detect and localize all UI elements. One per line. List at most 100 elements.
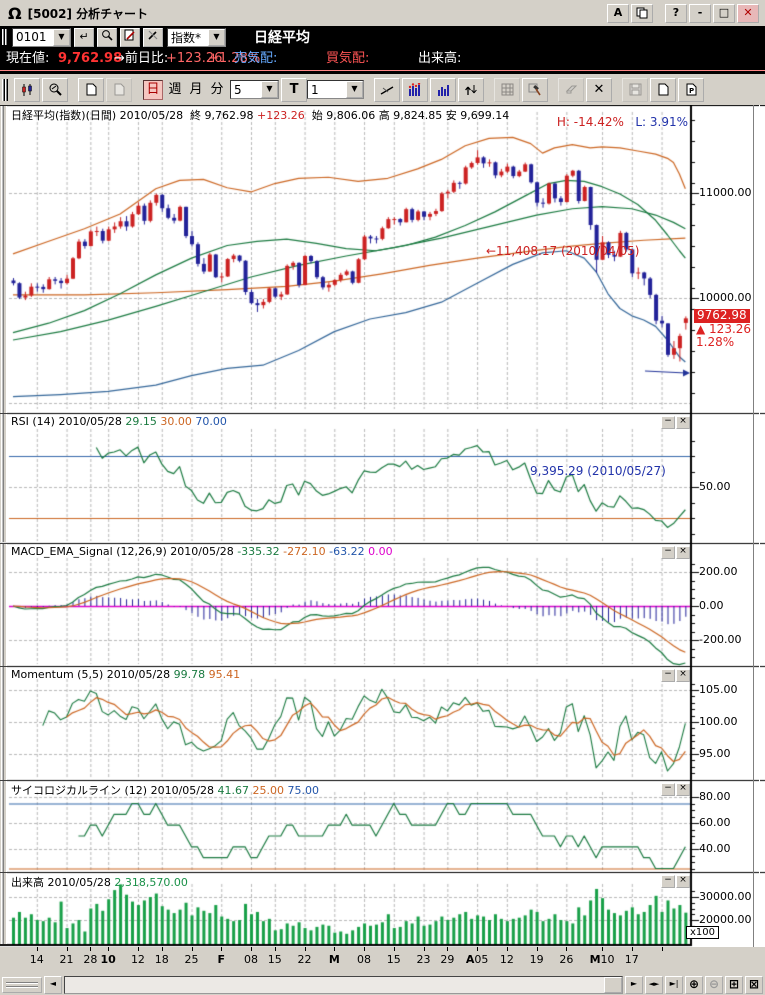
grid-toggle-button[interactable]: ⊞ — [725, 976, 743, 994]
scrollbar-track[interactable] — [64, 976, 623, 994]
x-axis-label: M — [328, 953, 340, 966]
minimize-button[interactable]: - — [689, 3, 711, 23]
x-axis-label: 15 — [386, 953, 401, 966]
panel-minimize-button[interactable]: − — [661, 875, 675, 888]
period-monthly-button[interactable]: 月 — [189, 81, 203, 97]
x-axis-tick — [191, 947, 193, 951]
save-layout-button[interactable] — [622, 77, 648, 102]
close-panel-button[interactable]: ⊠ — [745, 976, 763, 994]
trendline-icon — [380, 85, 394, 95]
bars-red-blue-icon — [408, 82, 421, 96]
panel-grip[interactable] — [0, 873, 7, 944]
y-axis-label: 105.00 — [699, 683, 738, 696]
grid-button[interactable] — [494, 77, 520, 102]
header-segment: 41.67 — [217, 784, 253, 797]
copy-window-button[interactable] — [631, 3, 653, 23]
zoom-in-button[interactable]: ⊕ — [685, 976, 703, 994]
symbol-code-input[interactable]: 0101 — [16, 30, 47, 44]
chevron-down-icon[interactable]: ▼ — [208, 28, 225, 46]
grid-icon — [501, 83, 513, 96]
edit-button[interactable] — [120, 27, 140, 47]
category-combo[interactable]: 指数* ▼ — [167, 27, 226, 47]
x-axis-tick — [334, 947, 336, 951]
volume-label: 出来高: — [418, 51, 462, 66]
bars-combo[interactable]: 1 ▼ — [307, 80, 364, 99]
x-axis-tick — [137, 947, 139, 951]
panel-minimize-button[interactable]: − — [661, 783, 675, 796]
search-button[interactable] — [97, 27, 117, 47]
x-axis-tick — [477, 947, 479, 951]
pan-mode-button[interactable]: ◄► — [645, 976, 663, 994]
right-splitter[interactable] — [753, 105, 760, 947]
maximize-button[interactable]: □ — [713, 3, 735, 23]
panel-grip[interactable] — [0, 106, 7, 413]
period-weekly-button[interactable]: 週 — [168, 81, 182, 97]
panel-grip[interactable] — [0, 781, 7, 872]
pencil-slash-icon — [148, 30, 158, 40]
scroll-left-button[interactable]: ◄ — [44, 976, 62, 994]
scroll-right-button[interactable]: ► — [625, 976, 643, 994]
panel-close-button[interactable]: × — [676, 783, 690, 796]
x-axis-tick — [36, 947, 38, 951]
title-bar[interactable]: Ω [5002] 分析チャート A ? - □ ✕ — [0, 0, 765, 27]
go-to-end-button[interactable]: ►| — [665, 976, 683, 994]
horizontal-scrollbar: ◄ ► ◄► ►| ⊕ ⊖ ⊞ ⊠ — [0, 975, 765, 995]
panel-close-button[interactable]: × — [676, 416, 690, 429]
scrollbar-thumb[interactable] — [604, 977, 622, 993]
window-title: [5002] 分析チャート — [27, 6, 149, 21]
eraser-button[interactable] — [558, 77, 584, 102]
trendline-button[interactable] — [374, 77, 400, 102]
load-page-button[interactable] — [650, 77, 676, 102]
period-minute-button[interactable]: 分 — [210, 81, 224, 97]
enter-button[interactable]: ↵ — [74, 27, 94, 47]
panel-close-button[interactable]: × — [676, 669, 690, 682]
panel-close-button[interactable]: × — [676, 546, 690, 559]
x-axis-tick — [304, 947, 306, 951]
chevron-down-icon[interactable]: ▼ — [261, 81, 278, 98]
panel-close-button[interactable]: × — [676, 875, 690, 888]
help-button[interactable]: ? — [665, 3, 687, 23]
chart-canvas[interactable] — [0, 105, 765, 947]
panel-minimize-button[interactable]: − — [661, 416, 675, 429]
no-edit-button[interactable] — [143, 27, 163, 47]
panel-grip[interactable] — [0, 667, 7, 780]
zoom-chart-button[interactable] — [42, 77, 68, 102]
price-tag-pct: 1.28% — [696, 335, 735, 349]
chart-type-button[interactable] — [14, 77, 40, 102]
new-page-button[interactable] — [78, 77, 104, 102]
symbol-toolbar: 0101 ▼ ↵ 指数* ▼ 日経平均 — [0, 26, 765, 48]
settings-button[interactable] — [522, 77, 548, 102]
interval-combo[interactable]: 5 ▼ — [230, 80, 279, 99]
period-high-low-labels: H: -14.42% L: 3.91% — [0, 115, 688, 129]
instrument-name: 日経平均 — [254, 30, 310, 46]
close-button[interactable]: ✕ — [737, 3, 759, 23]
sort-arrows-button[interactable] — [458, 77, 484, 102]
period-low-label: L: 3.91% — [635, 115, 688, 129]
chevron-down-icon[interactable]: ▼ — [53, 28, 70, 46]
copy-page-button[interactable] — [106, 77, 132, 102]
chevron-down-icon[interactable]: ▼ — [346, 81, 363, 98]
header-segment: 日経平均(指数)(日間) 2010/05/28 終 9,762.98 — [11, 109, 258, 122]
panel-minimize-button[interactable]: − — [661, 546, 675, 559]
panel-minimize-button[interactable]: − — [661, 669, 675, 682]
period-daily-button[interactable]: 日 — [143, 79, 163, 100]
scroll-grip[interactable] — [2, 977, 42, 993]
toolbar-grip[interactable] — [2, 78, 8, 101]
zoom-out-button[interactable]: ⊖ — [705, 976, 723, 994]
symbol-code-combo[interactable]: 0101 ▼ — [12, 27, 71, 47]
buy-quote-label: 買気配: — [326, 51, 370, 66]
panel-grip[interactable] — [0, 544, 7, 666]
peak-annotation: ←11,408.17 (2010/04/05) — [486, 244, 640, 258]
current-price-label: 現在値: — [6, 51, 50, 66]
indicator-blue-button[interactable] — [430, 77, 456, 102]
toolbar-grip[interactable] — [2, 29, 8, 45]
save-page-button[interactable]: P — [678, 77, 704, 102]
delete-all-button[interactable]: ✕ — [586, 77, 612, 102]
panel-grip[interactable] — [0, 414, 7, 542]
font-size-button[interactable]: A — [607, 3, 629, 23]
edit-page-icon — [124, 29, 135, 40]
pages-icon — [636, 7, 648, 18]
font-button[interactable]: T — [281, 77, 307, 102]
indicator-red-button[interactable] — [402, 77, 428, 102]
up-down-arrows-icon — [465, 84, 477, 95]
